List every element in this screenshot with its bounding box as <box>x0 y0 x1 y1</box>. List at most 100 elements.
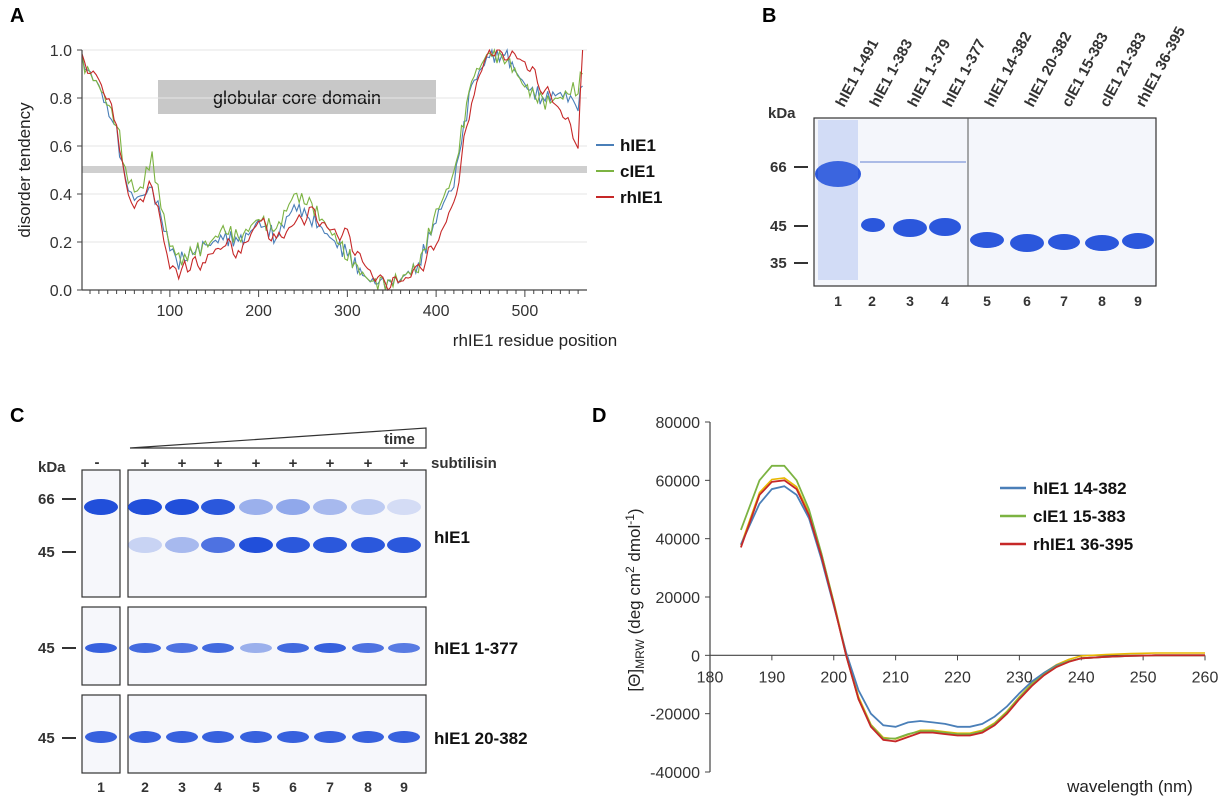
c-lane-number-2: 2 <box>141 779 149 795</box>
c-lane-number-6: 6 <box>289 779 297 795</box>
c-gel3-band <box>314 731 346 743</box>
cd-xtick-label: 250 <box>1130 669 1157 686</box>
b-band-7 <box>1048 234 1080 250</box>
b-band-3 <box>893 219 927 237</box>
c-gel2-band <box>277 643 309 653</box>
legend-hie1: hIE1 <box>620 136 656 155</box>
c-marker-45-mid: 45 <box>38 640 55 657</box>
panel-d-cd-spectrum: 80000 60000 40000 20000 0 -20000 -40000 180 190 2… <box>623 415 1218 796</box>
b-band-5 <box>970 232 1004 248</box>
a-ytick-label: 0.6 <box>50 139 72 156</box>
c-gel2-band <box>240 643 272 653</box>
cd-legend-3: rhIE1 36-395 <box>1033 535 1133 554</box>
cd-y-axis-label: [Θ]MRW (deg cm2 dmol-1) <box>623 508 647 691</box>
c-gel3-band <box>277 731 309 743</box>
c-lane-number-1: 1 <box>97 779 105 795</box>
marker-35: 35 <box>770 255 787 272</box>
cd-legend: hIE1 14-382 cIE1 15-383 rhIE1 36-395 <box>1000 479 1133 554</box>
gel1-control-frame <box>81 469 121 598</box>
lane-number-2: 2 <box>868 293 876 309</box>
c-gel3-band <box>202 731 234 743</box>
cd-xtick-label: 210 <box>882 669 909 686</box>
c-gel3-band <box>166 731 198 743</box>
panel-b-letter: B <box>762 5 776 27</box>
kda-label: kDa <box>768 105 796 122</box>
gel3-label: hIE1 20-382 <box>434 729 528 748</box>
panel-a-disorder-plot: globular core domain 0.00.20.40.60.81.01… <box>15 43 663 350</box>
plus-sign-5: + <box>252 455 261 472</box>
a-xtick-label: 300 <box>334 303 361 320</box>
legend-cie1: cIE1 <box>620 162 655 181</box>
a-series-rhIE1 <box>81 48 584 291</box>
c-gel3-band <box>85 731 117 743</box>
cd-xtick-label: 260 <box>1192 669 1219 686</box>
plus-sign-8: + <box>364 455 373 472</box>
plus-sign-3: + <box>178 455 187 472</box>
cd-ytick-label: 20000 <box>656 590 701 607</box>
c-gel1-band-bottom <box>239 537 273 553</box>
a-xtick-label: 100 <box>157 303 184 320</box>
c-gel2-band <box>314 643 346 653</box>
b-band-6 <box>1010 234 1044 252</box>
cd-xtick-label: 230 <box>1006 669 1033 686</box>
c-gel3-band <box>388 731 420 743</box>
c-gel1-band-top <box>313 499 347 515</box>
cd-xtick-label: 220 <box>944 669 971 686</box>
c-gel2-band <box>166 643 198 653</box>
plus-sign-6: + <box>289 455 298 472</box>
minus-sign: - <box>95 454 100 471</box>
cd-ytick-label: 40000 <box>656 532 701 549</box>
c-gel1-band-top <box>84 499 118 515</box>
c-marker-45: 45 <box>38 544 55 561</box>
b-band-9 <box>1122 233 1154 249</box>
cd-xtick-label: 240 <box>1068 669 1095 686</box>
legend-rhie1: rhIE1 <box>620 188 663 207</box>
cd-xtick-label: 190 <box>759 669 786 686</box>
c-gel2-band <box>129 643 161 653</box>
a-ytick-label: 1.0 <box>50 43 72 60</box>
b-band-2 <box>861 218 885 232</box>
core-domain-box <box>158 80 436 114</box>
c-gel1-band-bottom <box>313 537 347 553</box>
cd-ytick-label: 0 <box>691 648 700 665</box>
cd-series-3 <box>740 479 1205 743</box>
b-band-8 <box>1085 235 1119 251</box>
legend: hIE1 cIE1 rhIE1 <box>596 136 663 207</box>
c-lane-number-3: 3 <box>178 779 186 795</box>
lane-number-3: 3 <box>906 293 914 309</box>
marker-45: 45 <box>770 218 787 235</box>
c-lane-number-7: 7 <box>326 779 334 795</box>
subtilisin-label: subtilisin <box>431 455 497 472</box>
a-xtick-label: 200 <box>245 303 272 320</box>
kda-label-c: kDa <box>38 459 66 476</box>
cd-ytick-label: -20000 <box>650 707 700 724</box>
cd-ytick-label: -40000 <box>650 765 700 782</box>
y-axis-label: disorder tendency <box>15 102 34 238</box>
time-wedge <box>129 427 427 449</box>
c-gel3-band <box>240 731 272 743</box>
c-gel1-band-top <box>128 499 162 515</box>
cd-series-2 <box>740 464 1205 740</box>
c-lane-number-8: 8 <box>364 779 372 795</box>
a-xtick-label: 500 <box>512 303 539 320</box>
c-gel2-band <box>352 643 384 653</box>
plus-sign-4: + <box>214 455 223 472</box>
c-gel1-band-bottom <box>351 537 385 553</box>
panel-c-gels: time kDa - subtilisin + + + + + + + + 66 45 45 … <box>38 427 528 795</box>
c-gel1-band-top <box>165 499 199 515</box>
lane-number-7: 7 <box>1060 293 1068 309</box>
b-lane1-smear <box>818 120 858 280</box>
gel2-label: hIE1 1-377 <box>434 639 518 658</box>
c-gel1-band-top <box>201 499 235 515</box>
cd-legend-1: hIE1 14-382 <box>1033 479 1127 498</box>
c-gel2-band <box>388 643 420 653</box>
x-axis-label: rhIE1 residue position <box>453 331 617 350</box>
cd-ytick-label: 80000 <box>656 415 701 432</box>
panel-c-letter: C <box>10 405 24 427</box>
c-gel2-band <box>85 643 117 653</box>
plus-sign-9: + <box>400 455 409 472</box>
c-gel1-band-bottom <box>128 537 162 553</box>
lane-number-9: 9 <box>1134 293 1142 309</box>
lane-number-8: 8 <box>1098 293 1106 309</box>
